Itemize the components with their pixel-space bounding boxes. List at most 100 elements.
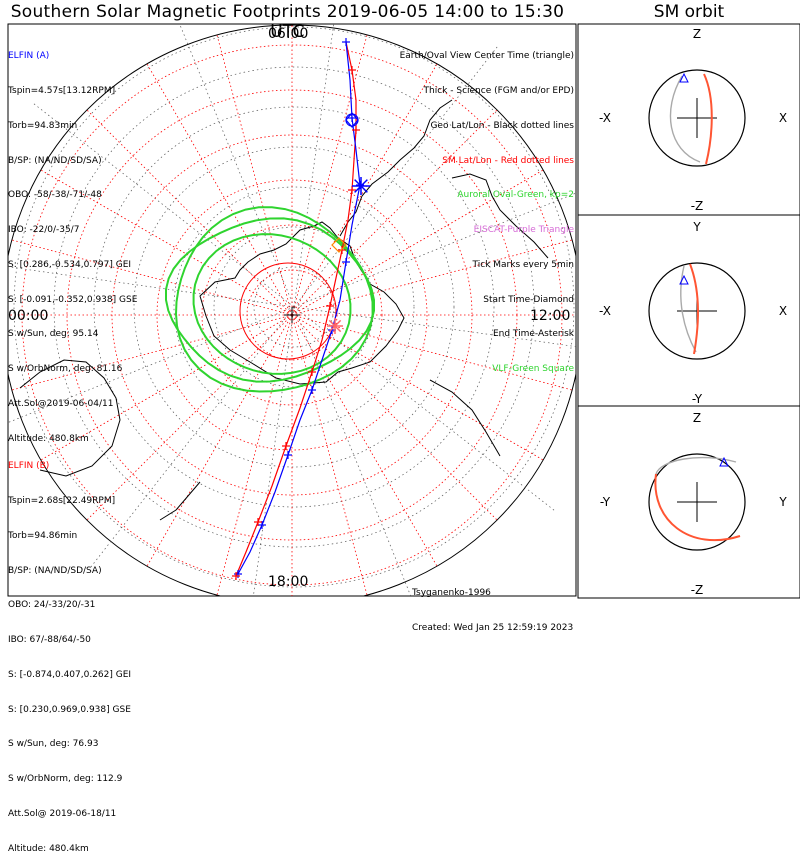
geo-lat-circle: [173, 186, 415, 428]
elfin-b-line: OBO: 24/-33/20/-31: [8, 600, 96, 611]
coast-outline: [429, 379, 501, 457]
elfin-a-line: S: [0.286,-0.534,0.797] GEI: [8, 259, 132, 270]
credit-model: Tsyganenko-1996: [412, 588, 491, 599]
elfin-b-name: ELFIN (B): [8, 461, 50, 472]
legend-entry: Thick - Science (FGM and/or EPD): [423, 85, 574, 96]
geo-lon-line: [293, 192, 576, 308]
credit: Tsyganenko-1996 Created: Wed Jan 25 12:5…: [412, 565, 573, 646]
elfin-b-end-asterisk: [328, 319, 342, 333]
sm-lon-line: [146, 314, 293, 567]
geo-lon-line: [8, 266, 295, 308]
legend-entry: Geo Lat/Lon - Black dotted lines: [430, 120, 574, 131]
mlt-label-left: 00:00: [8, 308, 49, 324]
elfin-b-line: S: [-0.874,0.407,0.262] GEI: [8, 669, 132, 680]
sm-lat-circle: [21, 44, 563, 586]
elfin-b-line: Torb=94.86min: [8, 530, 78, 541]
orbit-triangle: [719, 456, 729, 467]
elfin-b-line: Att.Sol@ 2019-06-18/11: [8, 809, 117, 819]
orbit-label-bottom: -Y: [692, 392, 703, 406]
sm-lon-line: [146, 63, 293, 316]
legend-entry: Tick Marks every 5min: [472, 259, 574, 270]
elfin-a-line: IBO: -22/0/-35/7: [8, 225, 80, 236]
sm-lon-line: [216, 314, 293, 596]
elfin-b-line: IBO: 67/-88/64/-50: [8, 635, 91, 646]
legend-entry: Start Time-Diamond: [483, 294, 574, 305]
legend-entry: VLF-Green Square: [492, 364, 574, 375]
elfin-b-start-diamond: [331, 237, 347, 253]
elfin-a-orbit: [703, 73, 713, 165]
credit-created: Created: Wed Jan 25 12:59:19 2023: [412, 622, 574, 633]
geo-lat-circle: [253, 266, 335, 348]
elfin-a-line: B/SP: (NA/ND/SD/SA): [8, 155, 102, 166]
sm-lon-line: [291, 314, 544, 461]
orbit-label-right: Y: [778, 495, 787, 509]
orbit-label-bottom: -Z: [691, 583, 704, 597]
orbit-label-top: Y: [692, 220, 701, 234]
legend-entry: SM Lat/Lon - Red dotted lines: [442, 155, 574, 166]
geo-lon-line: [293, 24, 335, 308]
orbit-label-left: -X: [599, 304, 611, 318]
orbit-panels: Z -Z -X X Y -Y -X X Z -Z -Y Y: [599, 27, 787, 597]
sm-lon-line: [86, 314, 293, 521]
sm-lon-line: [291, 314, 368, 596]
sm-lon-line: [291, 34, 368, 316]
earth-circle: [648, 69, 746, 167]
legend-entry: Earth/Oval View Center Time (triangle): [399, 51, 574, 62]
elfin-b-line: B/SP: (NA/ND/SD/SA): [8, 565, 102, 576]
elfin-b-line: S w/Sun, deg: 76.93: [8, 739, 99, 750]
elfin-a-start-diamond: [345, 112, 359, 128]
new-zealand-outline: [159, 481, 201, 521]
elfin-a-line: Torb=94.83min: [8, 120, 78, 131]
orbit-label-right: X: [779, 304, 787, 318]
orbit-label-bottom: -Z: [691, 199, 704, 213]
footprint-chart: Z -Z -X X Y -Y -X X Z -Z -Y Y: [7, 23, 800, 599]
elfin-a-line: S w/Sun, deg: 95.14: [8, 329, 99, 340]
sm-lon-line: [291, 314, 573, 391]
earth-circle: [648, 453, 746, 551]
sm-lon-line: [11, 314, 293, 391]
sm-lat-circle: [156, 179, 428, 451]
elfin-b-orbit: [669, 75, 701, 163]
polar-map: [8, 24, 576, 596]
orbit-label-left: -X: [599, 111, 611, 125]
geo-lon-line: [293, 306, 412, 596]
geo-lat-circle: [53, 66, 535, 548]
elfin-b-line: S w/OrbNorm, deg: 112.9: [8, 774, 123, 785]
sm-lat-circle: [201, 224, 383, 406]
plot-title: Southern Solar Magnetic Footprints 2019-…: [10, 2, 565, 42]
mlt-label-top: 06:00: [268, 26, 309, 42]
elfin-a-line: Att.Sol@2019-06-04/11: [8, 399, 114, 409]
sm-lon-line: [86, 109, 293, 316]
elfin-a-line: OBO: -58/-38/-71/-48: [8, 190, 102, 201]
legend-entry: Auroral Oval-Green, kp=2: [457, 190, 574, 201]
orbit-label-top: Z: [693, 27, 701, 41]
elfin-a-line: Altitude: 480.8km: [8, 433, 89, 444]
geo-lon-line: [33, 103, 295, 308]
sm-lon-line: [40, 169, 293, 316]
sm-lon-line: [291, 239, 573, 316]
elfin-a-orbit: [654, 473, 741, 542]
elfin-a-name: ELFIN (A): [8, 51, 50, 62]
elfin-b-line: Altitude: 480.4km: [8, 843, 89, 854]
orbit-label-top: Z: [693, 411, 701, 425]
orbit-frame: [577, 23, 800, 599]
geo-lat-circle: [133, 146, 455, 468]
orbit-triangle: [679, 274, 689, 285]
elfin-b-orbit: [680, 265, 697, 353]
australia-outline: [19, 359, 121, 477]
elfin-b-info: ELFIN (B) Tspin=2.68s[22.49RPM] Torb=94.…: [8, 438, 131, 867]
elfin-b-line: S: [0.230,0.969,0.938] GSE: [8, 704, 131, 715]
elfin-a-end-asterisk: [354, 179, 368, 193]
sm-lon-line: [40, 314, 293, 461]
south-america-outline: [451, 173, 549, 259]
outer-circle: [8, 24, 576, 596]
sm-lon-line: [291, 109, 498, 316]
orbit-title: SM orbit: [653, 2, 725, 22]
sm-lon-line: [11, 239, 293, 316]
elfin-a-orbit: [689, 263, 700, 355]
geo-lon-line: [253, 306, 295, 596]
orbit-triangle: [679, 72, 689, 83]
mlt-label-bottom: 18:00: [268, 574, 309, 590]
legend-entry: EISCAT-Purple Triangle: [473, 225, 574, 236]
orbit-label-left: -Y: [600, 495, 611, 509]
